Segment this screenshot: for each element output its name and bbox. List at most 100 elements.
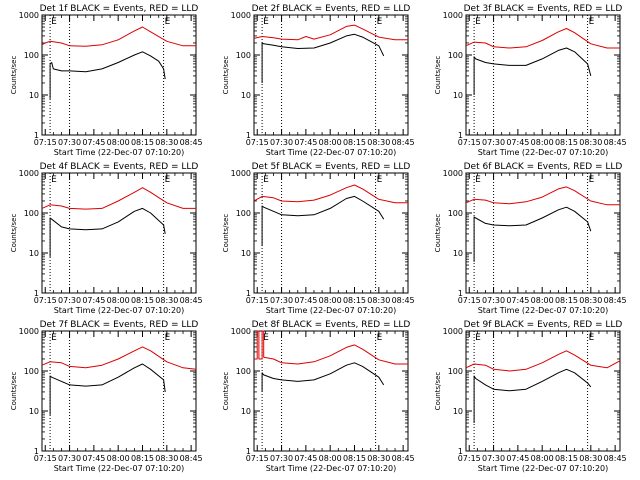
event-marker-label: E: [51, 175, 57, 185]
y-tick-label: 10: [453, 249, 463, 258]
y-tick-label: 1000: [231, 169, 251, 178]
y-tick-label: 10: [29, 91, 39, 100]
x-tick-label: 07:30: [270, 296, 293, 305]
y-tick-label: 1000: [443, 169, 463, 178]
x-tick-label: 08:30: [155, 138, 178, 147]
chart-panel-7: Det 7f BLACK = Events, RED = LLD 1 10 100 10…: [10, 320, 203, 473]
chart-panel-8: Det 8f BLACK = Events, RED = LLD 1 10 100 10…: [222, 320, 415, 473]
y-tick-label: 100: [24, 367, 39, 376]
x-axis-label: Start Time (22-Dec-07 07:10:20): [54, 464, 185, 473]
x-tick-label: 07:15: [458, 454, 481, 463]
series-line-lld: [253, 184, 408, 204]
y-axis-label: Counts/sec: [222, 56, 230, 95]
x-tick-label: 08:45: [392, 296, 415, 305]
event-marker-label: E: [263, 175, 269, 185]
series-line-events: [261, 195, 385, 246]
panel-title: Det 9f BLACK = Events, RED = LLD: [464, 320, 623, 330]
x-axis-label: Start Time (22-Dec-07 07:10:20): [266, 464, 397, 473]
x-tick-label: 08:00: [531, 138, 554, 147]
y-tick-label: 1: [246, 131, 251, 140]
series-line-events: [473, 206, 592, 262]
series-line-lld: [254, 330, 408, 365]
plot-frame: [465, 14, 621, 136]
event-marker-label: E: [475, 333, 481, 343]
x-tick-label: 07:45: [82, 138, 105, 147]
x-tick-label: 08:15: [343, 454, 366, 463]
plot-frame: [253, 330, 409, 452]
x-tick-label: 07:15: [246, 454, 269, 463]
x-tick-label: 08:45: [604, 296, 627, 305]
x-tick-label: 08:00: [319, 138, 342, 147]
series-line-events: [261, 33, 385, 83]
y-tick-label: 100: [236, 51, 251, 60]
event-marker-label: E: [165, 17, 171, 27]
y-axis-label: Counts/sec: [434, 372, 442, 411]
x-tick-label: 08:45: [180, 138, 203, 147]
y-tick-label: 10: [29, 407, 39, 416]
x-tick-label: 07:15: [34, 138, 57, 147]
panel-title: Det 3f BLACK = Events, RED = LLD: [464, 4, 623, 14]
event-marker-label: E: [51, 17, 57, 27]
x-tick-label: 08:15: [555, 454, 578, 463]
event-marker-label: E: [51, 333, 57, 343]
panel-title: Det 1f BLACK = Events, RED = LLD: [40, 4, 199, 14]
x-tick-label: 08:15: [131, 296, 154, 305]
y-tick-label: 1000: [19, 11, 39, 20]
y-tick-label: 10: [453, 91, 463, 100]
y-tick-label: 100: [448, 209, 463, 218]
x-tick-label: 07:30: [58, 296, 81, 305]
y-axis-label: Counts/sec: [222, 372, 230, 411]
y-tick-label: 1000: [231, 327, 251, 336]
x-tick-label: 07:30: [270, 454, 293, 463]
x-tick-label: 08:00: [107, 454, 130, 463]
x-tick-label: 08:30: [367, 296, 390, 305]
chart-panel-5: Det 5f BLACK = Events, RED = LLD 1 10 100 10…: [222, 162, 415, 315]
x-tick-label: 07:30: [482, 454, 505, 463]
y-tick-label: 10: [241, 249, 251, 258]
x-tick-label: 08:45: [392, 138, 415, 147]
x-tick-label: 08:45: [180, 296, 203, 305]
chart-panel-9: Det 9f BLACK = Events, RED = LLD 1 10 100 10…: [434, 320, 627, 473]
chart-panel-4: Det 4f BLACK = Events, RED = LLD 1 10 100 10…: [10, 162, 203, 315]
y-tick-label: 1000: [19, 169, 39, 178]
x-tick-label: 08:00: [531, 454, 554, 463]
x-axis-label: Start Time (22-Dec-07 07:10:20): [478, 306, 609, 315]
plot-frame: [465, 330, 621, 452]
y-tick-label: 100: [24, 51, 39, 60]
y-tick-label: 1: [34, 289, 39, 298]
x-tick-label: 08:45: [392, 454, 415, 463]
y-tick-label: 10: [453, 407, 463, 416]
x-tick-label: 07:30: [58, 454, 81, 463]
chart-panel-2: Det 2f BLACK = Events, RED = LLD 1 10 100 10…: [222, 4, 415, 157]
y-tick-label: 1: [246, 289, 251, 298]
x-tick-label: 08:45: [180, 454, 203, 463]
x-tick-label: 07:45: [294, 454, 317, 463]
x-tick-label: 08:45: [604, 454, 627, 463]
x-tick-label: 07:45: [82, 454, 105, 463]
x-tick-label: 07:45: [506, 296, 529, 305]
y-axis-label: Counts/sec: [434, 214, 442, 253]
y-tick-label: 1000: [231, 11, 251, 20]
x-axis-label: Start Time (22-Dec-07 07:10:20): [266, 306, 397, 315]
x-tick-label: 07:45: [506, 454, 529, 463]
x-tick-label: 08:00: [107, 296, 130, 305]
series-line-events: [473, 47, 592, 95]
event-marker-label: E: [475, 175, 481, 185]
panel-title: Det 5f BLACK = Events, RED = LLD: [252, 162, 411, 172]
x-tick-label: 08:00: [319, 296, 342, 305]
event-marker-label: E: [589, 17, 595, 27]
series-line-events: [49, 51, 166, 99]
y-tick-label: 1000: [443, 327, 463, 336]
y-axis-label: Counts/sec: [10, 56, 18, 95]
series-line-events: [261, 362, 385, 392]
event-marker-label: E: [377, 175, 383, 185]
series-line-lld: [465, 186, 620, 206]
x-tick-label: 08:30: [579, 454, 602, 463]
x-tick-label: 07:30: [482, 296, 505, 305]
event-marker-label: E: [263, 333, 269, 343]
y-tick-label: 10: [241, 407, 251, 416]
chart-panel-6: Det 6f BLACK = Events, RED = LLD 1 10 100 10…: [434, 162, 627, 315]
series-line-lld: [465, 350, 621, 372]
series-line-lld: [41, 187, 196, 210]
